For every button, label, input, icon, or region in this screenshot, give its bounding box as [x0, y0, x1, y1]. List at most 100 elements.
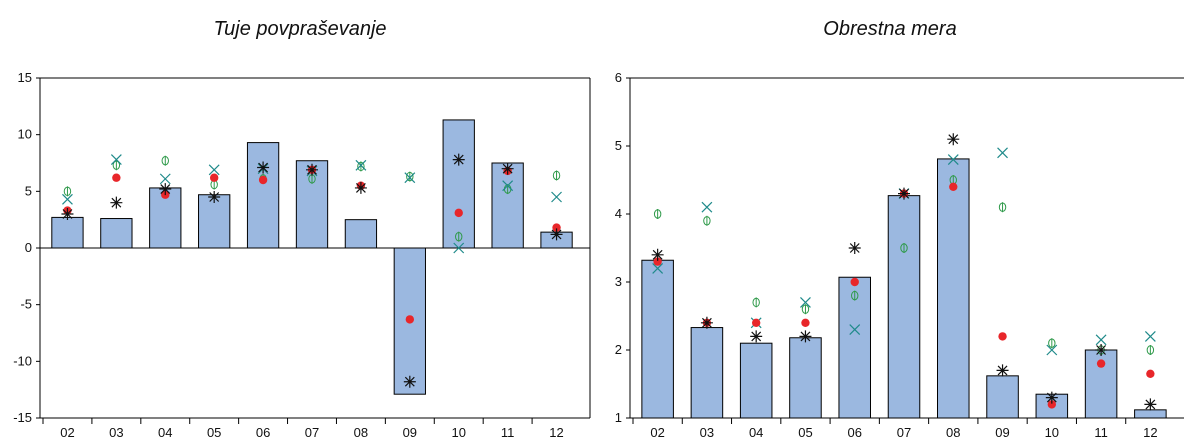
y-tick-label-1: 1 [615, 410, 622, 425]
black-star-marker-0 [403, 375, 416, 388]
chart-title-right: Obrestna mera [823, 18, 957, 40]
bar-0 [51, 216, 84, 249]
black-star-marker-1 [651, 248, 664, 261]
x-tick-label-1: 11 [1094, 425, 1108, 440]
x-tick-label-0: 06 [256, 425, 270, 440]
y-tick-label-0: 0 [25, 240, 32, 255]
black-star-marker-1 [799, 330, 812, 343]
bar-1 [1134, 409, 1167, 419]
red-dot-marker-0 [552, 223, 561, 232]
red-dot-marker-0 [112, 173, 121, 182]
red-dot-marker-0 [405, 315, 415, 324]
bar-0 [246, 142, 280, 249]
teal-cross-marker-1 [1144, 330, 1156, 342]
y-tick-label-0: 15 [18, 70, 32, 85]
x-tick-label-1: 12 [1143, 425, 1157, 440]
black-star-marker-1 [1045, 391, 1058, 404]
bar-1 [641, 259, 674, 419]
x-tick-label-1: 09 [995, 425, 1009, 440]
red-dot-marker-1 [998, 332, 1007, 341]
bar-1 [789, 337, 822, 419]
y-tick-label-1: 2 [615, 342, 622, 357]
black-star-marker-0 [257, 161, 270, 174]
red-dot-marker-1 [751, 318, 761, 327]
red-dot-marker-1 [850, 277, 859, 287]
black-star-marker-1 [1095, 344, 1108, 356]
y-tick-label-1: 4 [615, 206, 622, 221]
x-tick-label-1: 02 [650, 425, 664, 440]
y-tick-label-0: -5 [20, 297, 32, 312]
y-tick-label-1: 6 [615, 70, 622, 85]
red-dot-marker-1 [949, 182, 958, 191]
black-star-marker-1 [947, 133, 960, 146]
x-tick-label-0: 02 [60, 425, 74, 440]
black-star-marker-0 [61, 208, 74, 220]
black-star-marker-0 [159, 183, 172, 196]
x-tick-label-0: 11 [501, 425, 515, 440]
black-star-marker-0 [208, 191, 221, 203]
red-dot-marker-1 [801, 318, 810, 327]
x-tick-label-1: 03 [700, 425, 714, 440]
x-tick-label-1: 10 [1045, 425, 1059, 440]
black-star-marker-1 [700, 316, 713, 329]
red-dot-marker-1 [1047, 400, 1057, 409]
black-star-marker-1 [898, 187, 910, 200]
x-tick-label-0: 04 [158, 425, 172, 440]
bar-0 [100, 218, 133, 249]
y-tick-label-0: -15 [13, 410, 32, 425]
x-tick-label-1: 07 [897, 425, 911, 440]
black-star-marker-0 [452, 153, 465, 166]
y-tick-label-0: 5 [25, 183, 32, 198]
teal-cross-marker-0 [159, 173, 171, 185]
black-star-marker-0 [306, 163, 318, 176]
bar-1 [690, 327, 724, 419]
teal-cross-marker-0 [502, 180, 514, 192]
x-tick-label-0: 05 [207, 425, 221, 440]
x-tick-label-1: 08 [946, 425, 960, 440]
teal-cross-marker-0 [208, 164, 220, 176]
y-tick-label-0: -10 [13, 353, 32, 368]
teal-cross-marker-0 [62, 193, 73, 205]
black-star-marker-0 [110, 196, 123, 209]
teal-cross-marker-1 [1046, 344, 1058, 356]
y-tick-label-1: 5 [615, 138, 622, 153]
red-dot-marker-1 [653, 257, 662, 266]
black-star-marker-0 [501, 162, 514, 175]
bar-1 [986, 375, 1019, 419]
x-tick-label-0: 08 [354, 425, 368, 440]
teal-cross-marker-1 [800, 296, 811, 308]
x-tick-label-1: 06 [847, 425, 861, 440]
bar-0 [344, 219, 378, 249]
chart-title-left: Tuje povpraševanje [213, 18, 387, 40]
bar-1 [937, 158, 970, 419]
black-star-marker-1 [750, 330, 763, 343]
red-dot-marker-0 [258, 175, 268, 185]
teal-cross-marker-0 [355, 159, 367, 171]
y-tick-label-1: 3 [615, 274, 622, 289]
x-tick-label-0: 10 [451, 425, 465, 440]
teal-cross-marker-0 [110, 154, 122, 166]
bar-0 [198, 194, 231, 249]
red-dot-marker-0 [209, 173, 219, 182]
red-dot-marker-0 [454, 208, 463, 218]
teal-cross-marker-1 [997, 147, 1008, 159]
teal-cross-marker-1 [1095, 334, 1107, 346]
teal-cross-marker-0 [551, 191, 562, 203]
black-star-marker-1 [1144, 398, 1157, 411]
teal-cross-marker-0 [453, 242, 465, 254]
x-tick-label-0: 12 [549, 425, 563, 440]
x-tick-label-1: 05 [798, 425, 812, 440]
bar-1 [838, 276, 871, 419]
teal-cross-marker-1 [849, 324, 861, 336]
black-star-marker-1 [996, 364, 1009, 377]
teal-cross-marker-0 [404, 172, 416, 184]
bar-1 [739, 342, 773, 419]
black-star-marker-1 [848, 242, 861, 254]
bar-0 [442, 119, 475, 249]
x-tick-label-1: 04 [749, 425, 763, 440]
teal-cross-marker-1 [947, 154, 959, 166]
y-tick-label-0: 10 [18, 127, 32, 142]
red-dot-marker-1 [1096, 359, 1106, 368]
x-tick-label-0: 07 [305, 425, 319, 440]
